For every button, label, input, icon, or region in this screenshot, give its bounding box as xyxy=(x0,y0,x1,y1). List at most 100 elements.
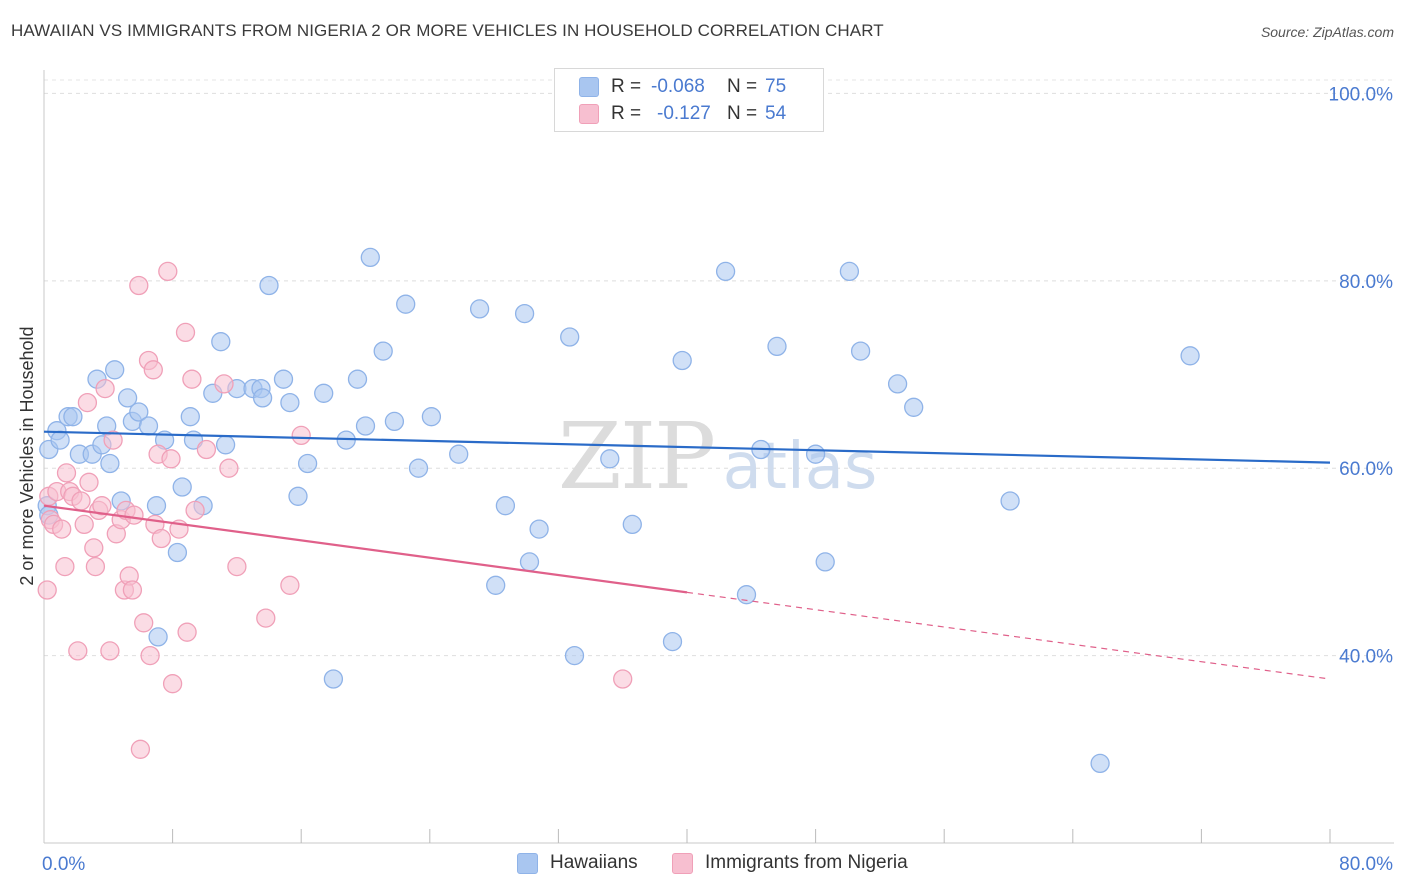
point-nigeria xyxy=(77,392,98,413)
point-nigeria xyxy=(79,472,99,492)
point-hawaiians xyxy=(529,519,549,539)
point-hawaiians xyxy=(105,360,125,380)
y-tick-label: 40.0% xyxy=(1339,647,1393,668)
point-hawaiians xyxy=(767,336,787,357)
point-nigeria xyxy=(92,496,112,516)
series-label-nigeria: Immigrants from Nigeria xyxy=(705,852,908,873)
point-hawaiians xyxy=(672,350,692,371)
point-hawaiians xyxy=(469,299,490,319)
trend-line-nigeria-extension xyxy=(686,591,1331,680)
point-hawaiians xyxy=(100,453,120,474)
point-hawaiians xyxy=(396,294,416,314)
point-hawaiians xyxy=(904,397,924,417)
point-nigeria xyxy=(130,739,151,759)
point-hawaiians xyxy=(360,247,380,268)
point-hawaiians xyxy=(514,303,535,324)
point-hawaiians xyxy=(167,542,188,563)
point-hawaiians xyxy=(1090,753,1110,774)
legend-swatch-nigeria xyxy=(579,104,599,124)
point-hawaiians xyxy=(839,261,860,282)
point-hawaiians xyxy=(129,402,149,422)
trend-lines xyxy=(43,430,1331,680)
point-hawaiians xyxy=(564,645,585,666)
point-nigeria xyxy=(140,645,160,666)
data-points xyxy=(37,247,1200,774)
point-hawaiians xyxy=(560,327,580,347)
point-hawaiians xyxy=(172,477,192,497)
trend-line-nigeria xyxy=(43,504,688,594)
point-hawaiians xyxy=(600,449,620,469)
point-hawaiians xyxy=(148,627,168,647)
legend-n-label: N = xyxy=(727,76,758,97)
point-hawaiians xyxy=(486,575,506,595)
y-tick-label: 100.0% xyxy=(1329,84,1394,105)
point-nigeria xyxy=(134,613,154,633)
legend-n-value: 54 xyxy=(765,103,787,124)
y-axis-label: 2 or more Vehicles in Household xyxy=(17,326,37,585)
legend-swatch-hawaiians xyxy=(579,77,599,97)
point-nigeria xyxy=(68,641,88,661)
point-nigeria xyxy=(175,322,196,343)
point-nigeria xyxy=(280,575,300,595)
point-nigeria xyxy=(214,374,234,394)
point-hawaiians xyxy=(297,453,318,474)
legend-row-nigeria: R = -0.127 N = 54 xyxy=(579,102,786,126)
point-nigeria xyxy=(143,360,163,380)
point-hawaiians xyxy=(117,388,138,408)
point-hawaiians xyxy=(146,496,167,516)
point-hawaiians xyxy=(1000,491,1020,511)
point-nigeria xyxy=(256,608,276,628)
point-hawaiians xyxy=(252,388,273,408)
point-nigeria xyxy=(84,538,104,558)
point-nigeria xyxy=(158,261,178,282)
point-hawaiians xyxy=(273,369,294,389)
point-nigeria xyxy=(162,674,183,694)
trend-line-hawaiians xyxy=(43,430,1331,464)
tick-labels: 100.0% 80.0% 60.0% 40.0% 0.0% 80.0% xyxy=(42,84,1393,875)
legend-r-value: -0.127 xyxy=(657,103,711,124)
grid-lines xyxy=(44,79,1394,657)
correlation-legend: R = -0.068 N = 75 R = -0.127 N = 54 xyxy=(554,68,824,132)
chart-title: HAWAIIAN VS IMMIGRANTS FROM NIGERIA 2 OR… xyxy=(11,21,884,40)
x-tick-label: 80.0% xyxy=(1339,854,1393,875)
legend-n-label: N = xyxy=(727,103,758,124)
series-label-hawaiians: Hawaiians xyxy=(550,852,638,873)
point-hawaiians xyxy=(50,430,70,450)
point-hawaiians xyxy=(408,458,429,478)
point-hawaiians xyxy=(323,669,344,689)
point-nigeria xyxy=(124,505,144,525)
point-hawaiians xyxy=(384,411,405,432)
point-hawaiians xyxy=(280,392,300,413)
point-hawaiians xyxy=(421,407,442,427)
point-hawaiians xyxy=(622,514,642,535)
point-hawaiians xyxy=(215,435,236,455)
legend-r-label: R = xyxy=(611,103,642,124)
legend-r-label: R = xyxy=(611,76,642,97)
point-hawaiians xyxy=(715,261,736,282)
point-hawaiians xyxy=(662,631,683,652)
point-nigeria xyxy=(227,556,247,577)
point-nigeria xyxy=(71,491,91,511)
point-nigeria xyxy=(182,369,202,389)
series-legend-hawaiians: Hawaiians xyxy=(517,852,638,874)
point-hawaiians xyxy=(1180,346,1200,366)
x-tick-label: 0.0% xyxy=(42,854,85,875)
point-hawaiians xyxy=(519,552,540,572)
point-hawaiians xyxy=(63,407,83,427)
point-nigeria xyxy=(100,641,120,661)
point-hawaiians xyxy=(449,444,469,464)
point-nigeria xyxy=(85,556,106,577)
point-nigeria xyxy=(74,514,94,535)
point-hawaiians xyxy=(495,496,516,516)
point-nigeria xyxy=(151,528,171,549)
legend-n-value: 75 xyxy=(765,76,787,97)
y-tick-label: 80.0% xyxy=(1339,272,1393,293)
point-nigeria xyxy=(122,580,143,600)
point-nigeria xyxy=(55,556,75,577)
point-hawaiians xyxy=(314,383,334,403)
point-nigeria xyxy=(129,275,149,296)
point-nigeria xyxy=(161,449,181,469)
point-hawaiians xyxy=(805,444,826,464)
point-nigeria xyxy=(196,439,217,460)
